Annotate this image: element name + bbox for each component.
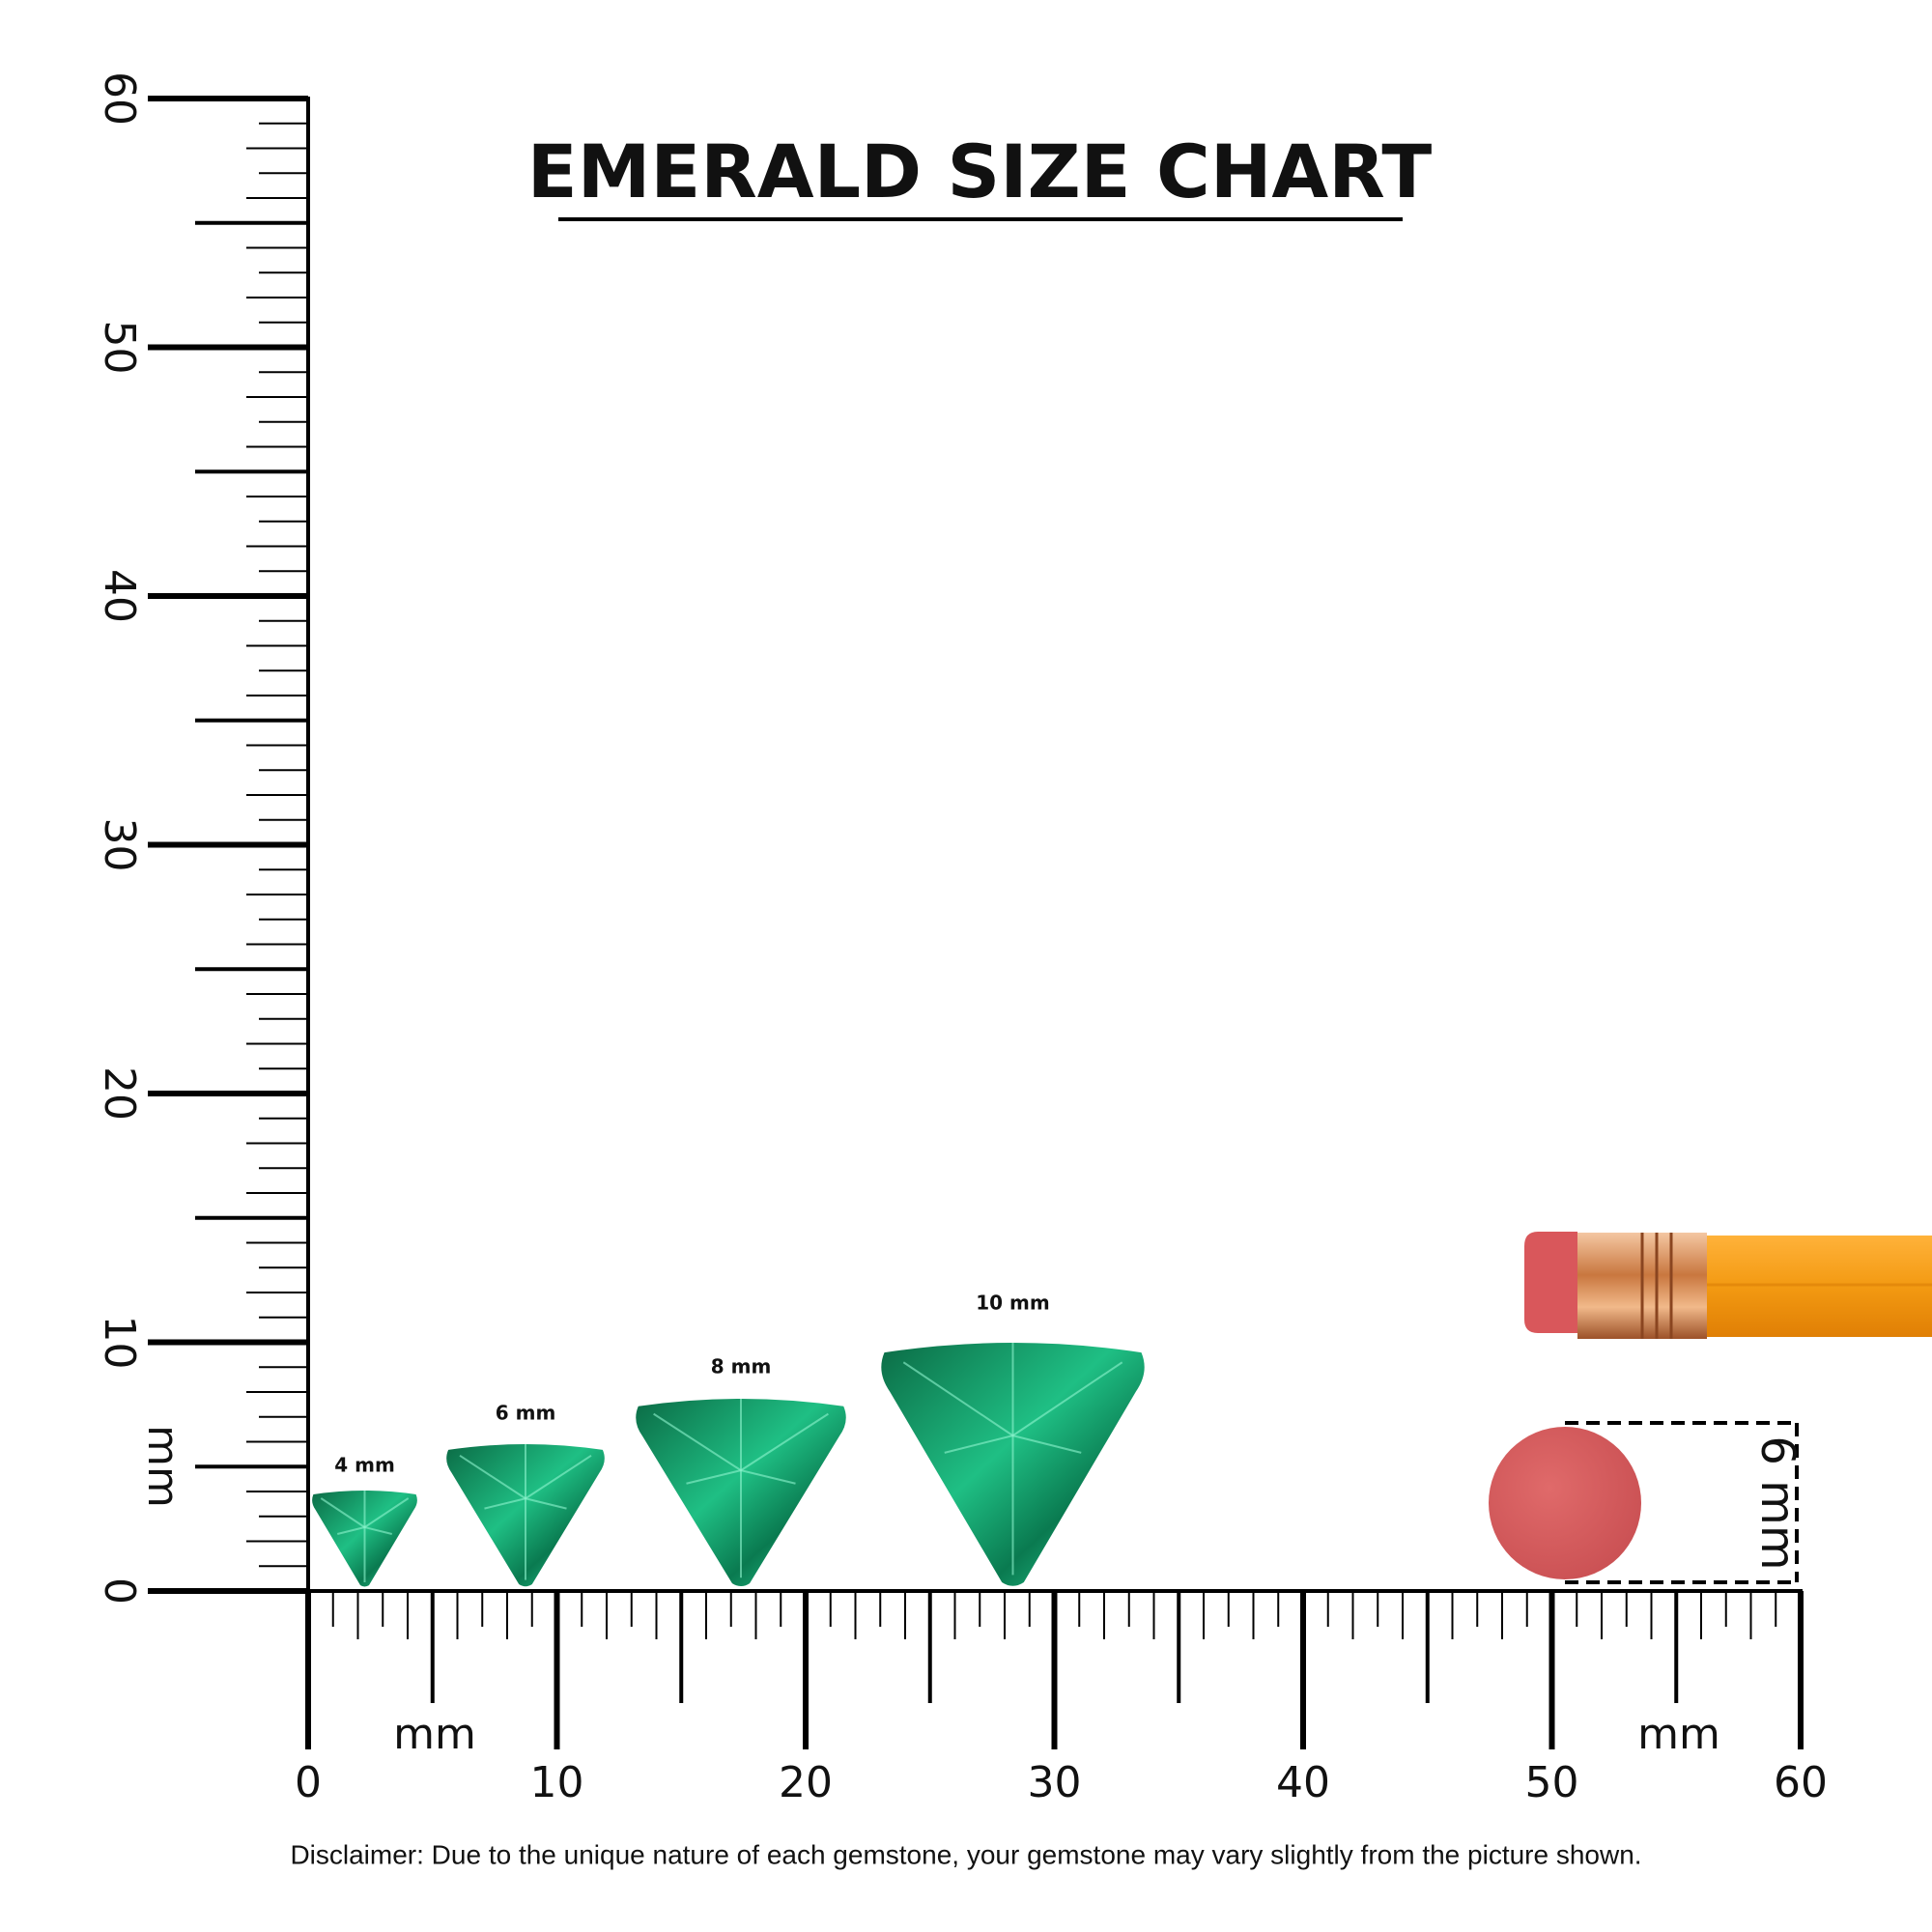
gem-label: 4 mm	[334, 1454, 395, 1477]
gem-facet	[525, 1497, 567, 1510]
ruler-label: 20	[779, 1758, 833, 1807]
gem-facet	[1011, 1361, 1123, 1436]
ruler-label: 20	[95, 1066, 144, 1121]
gem-facet	[944, 1435, 1013, 1454]
ruler-label: 0	[95, 1577, 144, 1605]
ruler-label: 10	[530, 1758, 584, 1807]
ruler-unit: mm	[393, 1710, 476, 1759]
ruler-label: 30	[1028, 1758, 1082, 1807]
disclaimer: Disclaimer: Due to the unique nature of …	[290, 1839, 1641, 1869]
gem	[312, 1491, 417, 1587]
gem-label: 6 mm	[496, 1402, 556, 1425]
gem-label: 10 mm	[976, 1292, 1049, 1315]
ruler-label: 50	[95, 321, 144, 375]
ruler-unit: mm	[1637, 1710, 1720, 1759]
ruler-label: 50	[1525, 1758, 1579, 1807]
ruler-label: 30	[95, 818, 144, 872]
title: EMERALD SIZE CHART	[527, 128, 1433, 214]
gem-facet	[653, 1412, 742, 1471]
gem-facet	[686, 1469, 742, 1485]
eraser-mark	[1489, 1427, 1641, 1579]
ruler-label: 40	[95, 569, 144, 623]
gem	[881, 1343, 1145, 1586]
gem-facet	[525, 1455, 592, 1500]
gem-facet	[1012, 1435, 1082, 1454]
gem-facet	[364, 1526, 392, 1535]
pencil: 6 mm	[1489, 1232, 1932, 1584]
ruler-label: 10	[95, 1316, 144, 1370]
ruler-unit: mm	[138, 1425, 187, 1508]
gem-facet	[740, 1469, 796, 1485]
gem-facet	[740, 1412, 829, 1471]
gem-label: 8 mm	[711, 1355, 772, 1378]
gem-facet	[337, 1526, 365, 1535]
gem	[446, 1444, 605, 1587]
pencil-label: 6 mm	[1750, 1435, 1804, 1570]
gem	[636, 1399, 846, 1587]
ruler-label: 60	[95, 71, 144, 126]
ruler-label: 40	[1276, 1758, 1330, 1807]
ruler-label: 0	[295, 1758, 322, 1807]
gem-facet	[363, 1497, 410, 1528]
gem-facet	[320, 1497, 366, 1528]
ruler-label: 60	[1774, 1758, 1828, 1807]
gem-facet	[484, 1497, 526, 1510]
gem-facet	[459, 1455, 526, 1500]
gem-facet	[902, 1361, 1014, 1436]
